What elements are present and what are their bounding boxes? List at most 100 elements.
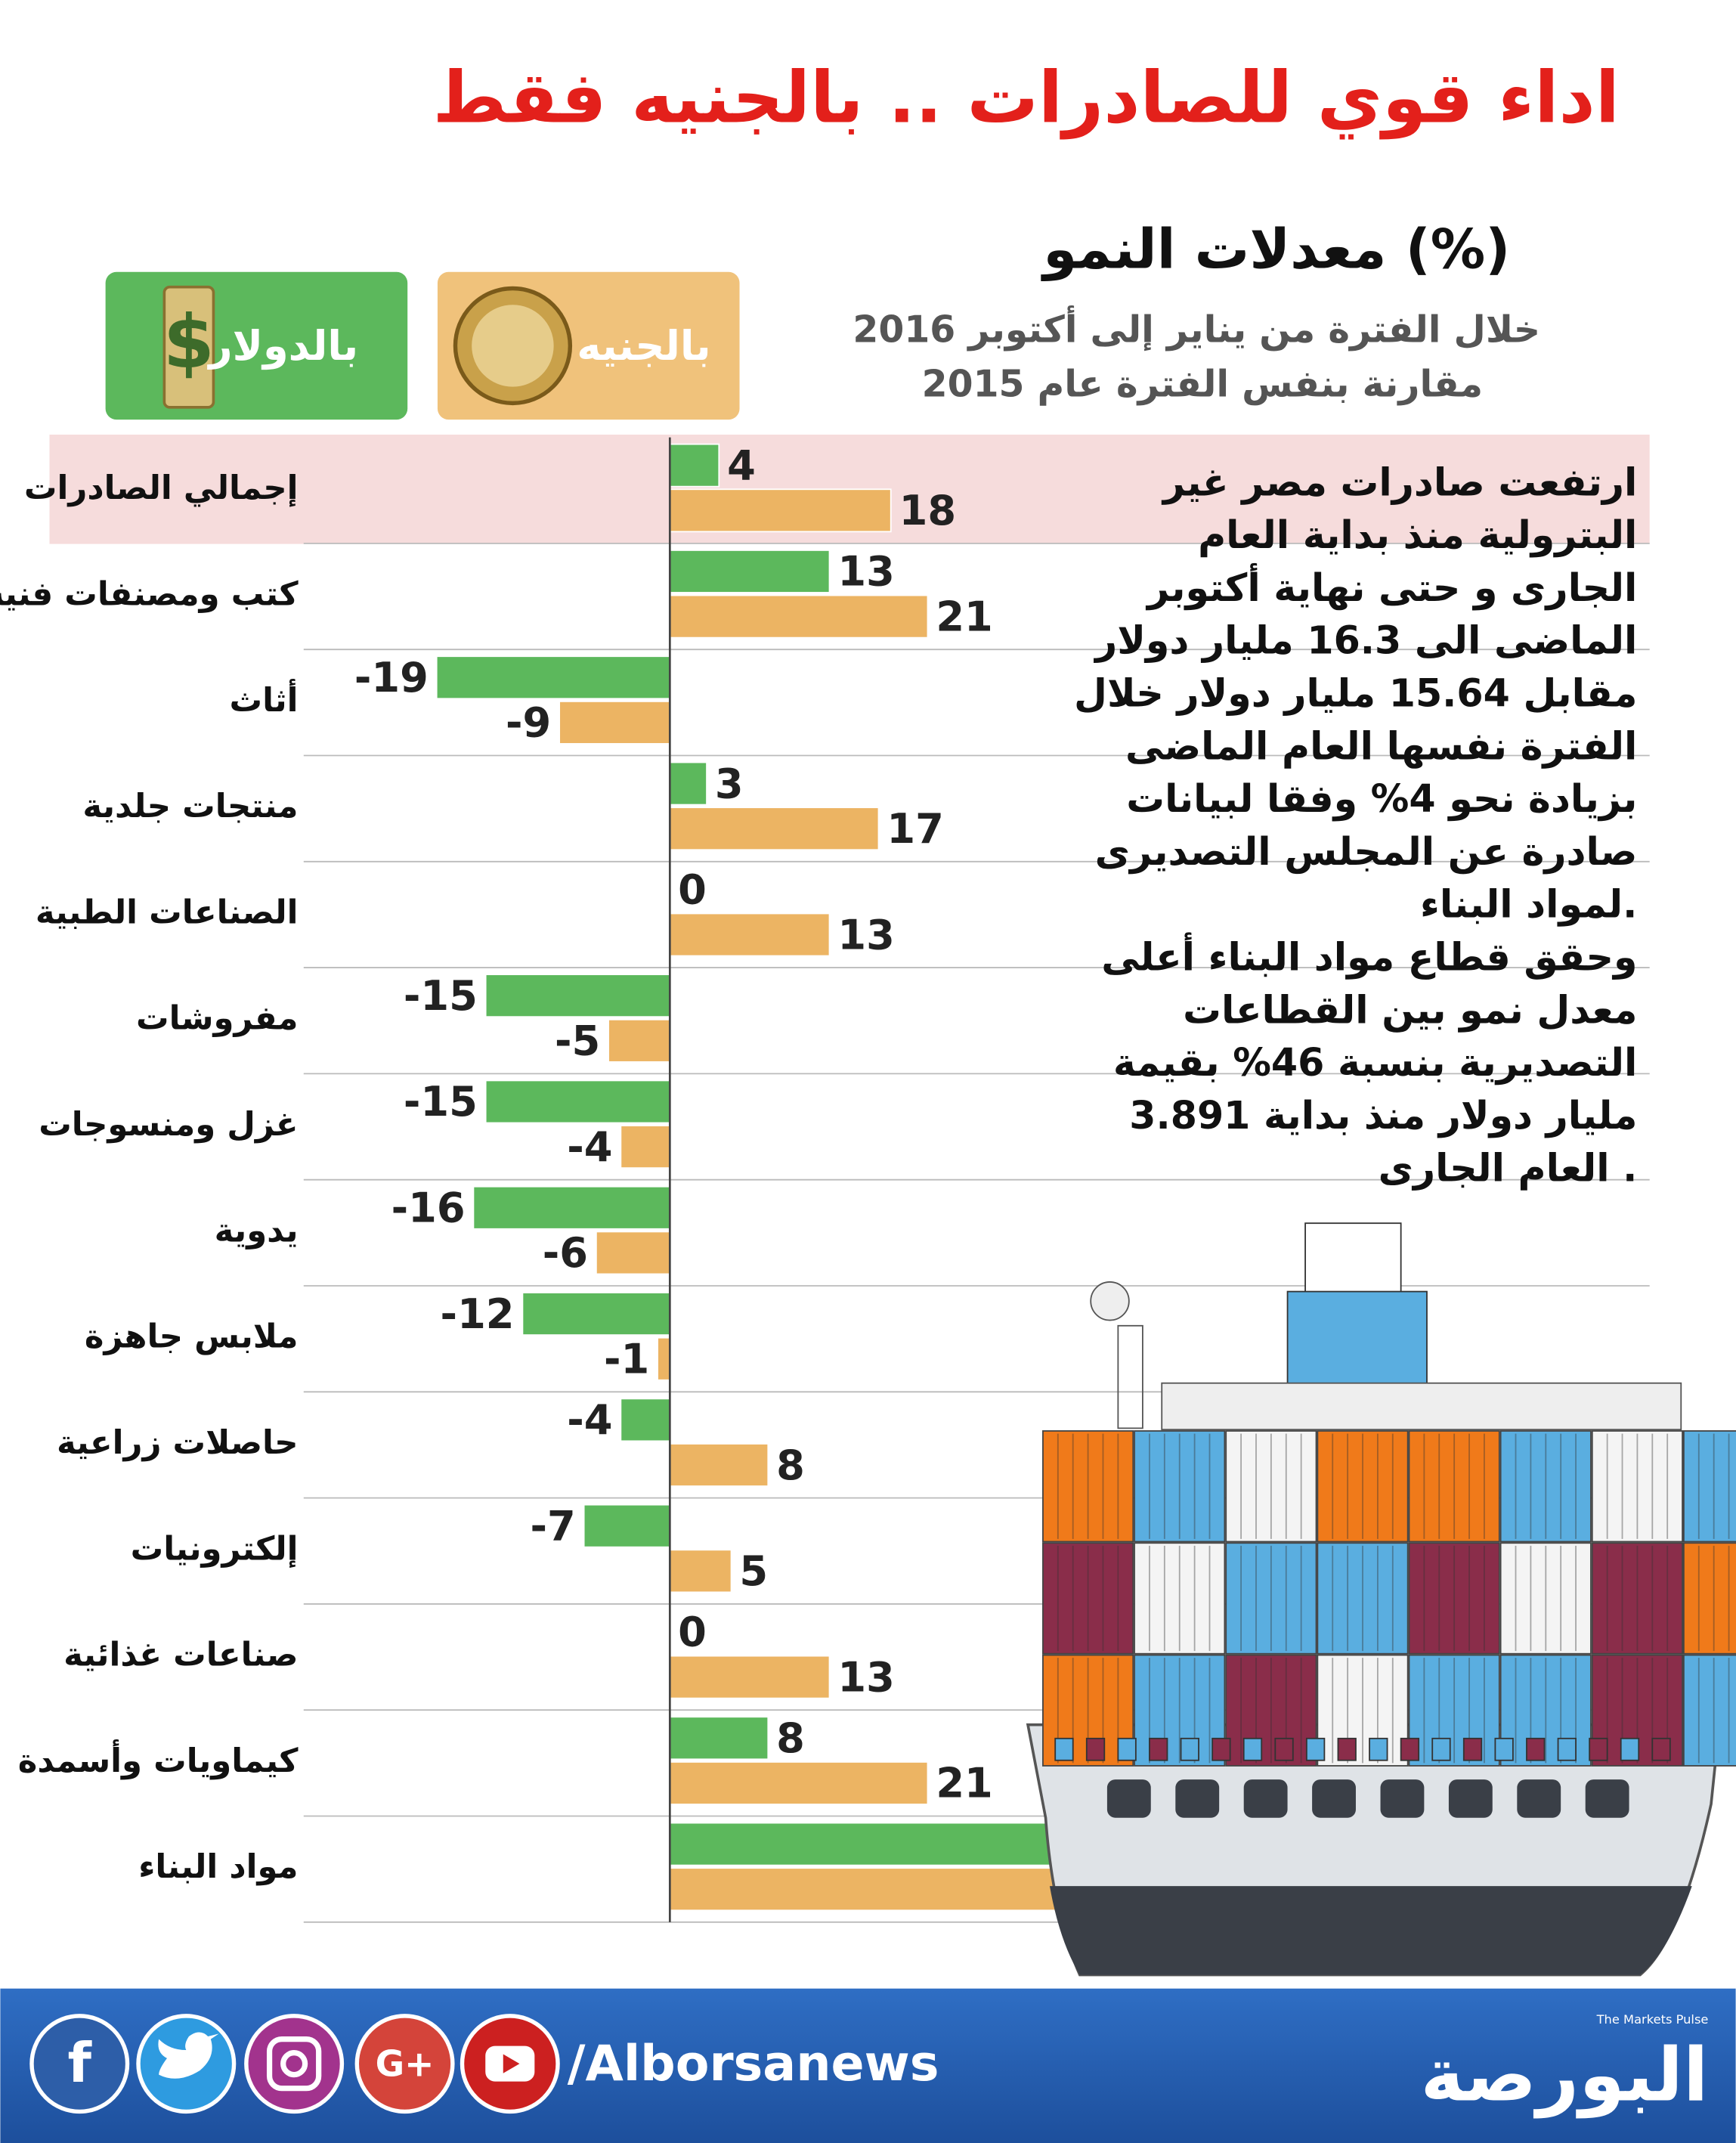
annotation-line: 3.891 مليار دولار منذ بداية <box>1129 1093 1637 1138</box>
value-label: -19 <box>354 654 429 701</box>
container <box>1225 1542 1317 1655</box>
porthole <box>1305 1737 1326 1761</box>
bar <box>669 1443 769 1487</box>
category-label: مفروشات <box>136 1000 299 1038</box>
value-label: 13 <box>837 911 894 958</box>
annotation-line: معدل نمو بين القطاعات <box>1183 987 1637 1033</box>
value-label: 5 <box>739 1547 768 1595</box>
porthole <box>1274 1737 1294 1761</box>
coin-icon <box>472 305 554 387</box>
container <box>1042 1430 1134 1543</box>
window <box>1448 1779 1493 1818</box>
annotation-line: صادرة عن المجلس التصديرى <box>1095 829 1638 875</box>
porthole <box>1462 1737 1483 1761</box>
annotation-line: التصديرية بنسبة 46% بقيمة <box>1113 1040 1638 1085</box>
hull-bottom <box>1049 1886 1692 1975</box>
category-label: ملابس جاهزة <box>85 1318 299 1356</box>
porthole <box>1494 1737 1514 1761</box>
legend-label: بالجنيه <box>577 322 710 370</box>
category-label: حاصلات زراعية <box>57 1424 299 1462</box>
dollar-icon <box>162 285 215 409</box>
annotation-line: ارتفعت صادرات مصر غير <box>1161 460 1638 505</box>
instagram-glyph <box>266 2036 322 2092</box>
value-label: -15 <box>404 972 478 1020</box>
social-handle[interactable]: /Alborsanews <box>568 2036 939 2092</box>
container <box>1134 1430 1226 1543</box>
value-label: -6 <box>543 1229 588 1277</box>
category-label: صناعات غذائية <box>63 1637 298 1674</box>
logo-tagline: The Markets Pulse <box>1596 2012 1709 2027</box>
bar <box>669 488 892 533</box>
porthole <box>1337 1737 1357 1761</box>
porthole <box>1211 1737 1231 1761</box>
value-label: 4 <box>727 441 756 489</box>
bar <box>583 1504 671 1548</box>
window <box>1380 1779 1425 1818</box>
value-label: 8 <box>776 1442 805 1489</box>
mast <box>1090 1281 1130 1321</box>
container <box>1408 1542 1500 1655</box>
container <box>1408 1654 1500 1767</box>
porthole <box>1526 1737 1546 1761</box>
container <box>1225 1654 1317 1767</box>
annotation-line: بزيادة نحو 4% وفقا لبيانات <box>1126 776 1637 822</box>
porthole <box>1557 1737 1577 1761</box>
bar <box>484 974 671 1018</box>
bar <box>484 1079 671 1124</box>
value-label: 8 <box>776 1714 805 1762</box>
container <box>1408 1430 1500 1543</box>
windows <box>1054 1737 1671 1818</box>
container <box>1225 1430 1317 1543</box>
annotation-line: العام الجارى . <box>1379 1146 1638 1191</box>
bar <box>595 1231 671 1275</box>
container <box>1042 1542 1134 1655</box>
category-label: الصناعات الطبية <box>36 893 299 931</box>
porthole <box>1180 1737 1199 1761</box>
bar <box>669 1761 929 1805</box>
porthole <box>1651 1737 1671 1761</box>
annotation-line: لمواد البناء. <box>1420 882 1637 927</box>
porthole <box>1589 1737 1608 1761</box>
containers <box>1042 1430 1736 1767</box>
headline: اداء قوي للصادرات .. بالجنيه فقط <box>433 57 1620 139</box>
container <box>1682 1542 1736 1655</box>
container <box>1591 1542 1683 1655</box>
container <box>1317 1430 1409 1543</box>
annotation-line: الماضى الى 16.3 مليار دولار <box>1093 618 1637 664</box>
bar <box>669 550 831 593</box>
annotation-line: البترولية منذ بداية العام <box>1198 513 1637 558</box>
value-label: 21 <box>936 1760 992 1807</box>
funnel <box>1304 1222 1402 1293</box>
value-label: -5 <box>555 1017 600 1065</box>
instagram-icon[interactable] <box>244 2014 345 2114</box>
bar <box>559 700 671 745</box>
window <box>1312 1779 1356 1818</box>
category-label: كيماويات وأسمدة <box>18 1739 299 1780</box>
twitter-glyph <box>158 2032 219 2079</box>
category-label: مواد البناء <box>138 1848 298 1886</box>
window <box>1243 1779 1288 1818</box>
value-label: -1 <box>604 1335 649 1383</box>
bar <box>669 807 880 851</box>
category-label: إجمالي الصادرات <box>24 469 299 507</box>
value-label: 13 <box>837 1653 894 1701</box>
porthole <box>1242 1737 1263 1761</box>
subtitle: مقارنة بنفس الفترة عام 2015 <box>922 363 1483 406</box>
value-label: -12 <box>441 1290 515 1338</box>
bar <box>669 912 831 957</box>
window <box>1106 1779 1151 1818</box>
bar-chart: إجمالي الصادرات 4 18 كتب ومصنفات فنية 13 21 أث… <box>0 437 1650 1923</box>
mast <box>1117 1324 1143 1429</box>
bar <box>472 1185 671 1230</box>
value-label: -4 <box>567 1123 612 1171</box>
google-plus-icon[interactable] <box>354 2014 455 2114</box>
bar <box>608 1018 671 1063</box>
facebook-icon[interactable] <box>29 2014 130 2114</box>
bar <box>669 1655 831 1699</box>
value-label: -16 <box>391 1185 466 1232</box>
category-label: منتجات جلدية <box>82 788 298 825</box>
bridge <box>1286 1290 1428 1391</box>
porthole <box>1620 1737 1640 1761</box>
bar <box>620 1398 671 1442</box>
legend-label: بالدولار <box>206 322 358 370</box>
